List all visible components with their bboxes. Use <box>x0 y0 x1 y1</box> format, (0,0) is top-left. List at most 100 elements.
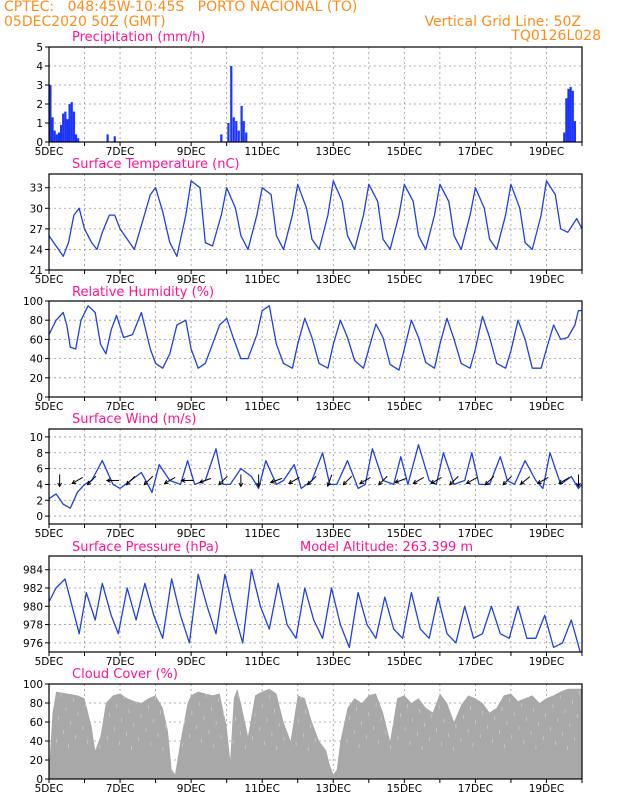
wind-arrow <box>520 476 531 485</box>
rh-xtick-label: 17DEC <box>458 401 493 413</box>
temp-ytick-label: 30 <box>30 203 43 215</box>
pres-ytick-label: 976 <box>23 638 43 650</box>
wind-arrow-head <box>465 479 471 484</box>
wind-arrow-head <box>86 480 92 486</box>
wind-xtick-label: 15DEC <box>387 528 422 540</box>
rh-ytick-label: 20 <box>30 373 43 385</box>
precip-xtick-label: 11DEC <box>244 146 279 158</box>
wind-arrow-head <box>125 480 131 486</box>
precip-xtick-label: 15DEC <box>387 146 422 158</box>
temp-xtick-label: 15DEC <box>387 274 422 286</box>
precip-bar <box>77 138 80 142</box>
precip-title: Precipitation (mm/h) <box>72 30 205 45</box>
wind-ytick-label: 4 <box>36 479 43 491</box>
wind-arrow <box>307 475 317 486</box>
wind-arrow-head <box>558 479 564 484</box>
wind-arrow <box>430 477 442 484</box>
cloud-xtick-label: 9DEC <box>177 783 206 795</box>
temp-line <box>48 180 583 257</box>
wind-arrow-head <box>71 479 77 484</box>
precip-bar <box>70 102 73 142</box>
temp-title: Surface Temperature (nC) <box>72 157 240 172</box>
rh-xtick-label: 15DEC <box>387 401 422 413</box>
precip-bar <box>64 111 67 142</box>
precip-xtick-label: 19DEC <box>529 146 564 158</box>
wind-arrow <box>342 475 353 486</box>
precip-bar <box>220 134 223 142</box>
wind-arrow-head <box>256 482 262 488</box>
precip-bar <box>237 130 240 142</box>
precip-ytick-label: 1 <box>36 118 43 130</box>
wind-arrow-head <box>288 479 293 484</box>
precip-xtick-label: 9DEC <box>177 146 206 158</box>
temp-xtick-label: 5DEC <box>35 274 64 286</box>
temp-xtick-label: 9DEC <box>177 274 206 286</box>
cloud-xtick-label: 19DEC <box>529 783 564 795</box>
wind-arrow-head <box>394 479 400 484</box>
wind-arrow-head <box>105 478 111 483</box>
rh-ytick-label: 40 <box>30 354 43 366</box>
wind-arrow <box>359 477 371 484</box>
wind-arrow <box>218 475 228 486</box>
precip-ytick-label: 2 <box>36 99 43 111</box>
date-header: 05DEC2020 50Z (GMT) <box>4 14 166 30</box>
pres-ytick-label: 982 <box>23 583 43 595</box>
wind-arrow-head <box>484 480 490 486</box>
wind-xtick-label: 9DEC <box>177 528 206 540</box>
wind-arrow-head <box>198 479 204 484</box>
precip-bar <box>235 121 238 142</box>
precip-bar <box>113 136 116 142</box>
precip-bar <box>232 117 235 142</box>
precip-xtick-label: 5DEC <box>35 146 64 158</box>
precip-bar <box>55 134 58 142</box>
precip-bar <box>72 111 75 142</box>
cloud-xtick-label: 5DEC <box>35 783 64 795</box>
rh-frame <box>48 300 583 398</box>
cloud-xtick-label: 11DEC <box>244 783 279 795</box>
wind-arrow <box>485 475 495 486</box>
wind-arrow-head <box>143 480 149 486</box>
cloud-ytick-label: 40 <box>30 736 43 748</box>
temp-ytick-label: 21 <box>30 265 43 277</box>
model-id: TQ0126L028 <box>511 28 601 44</box>
cloud-xtick-label: 17DEC <box>458 783 493 795</box>
rh-ytick-label: 80 <box>30 315 43 327</box>
pres-xtick-label: 15DEC <box>387 656 422 668</box>
wind-arrow-head <box>430 479 436 484</box>
wind-arrow <box>449 475 459 486</box>
wind-arrow-head <box>412 479 418 484</box>
wind-title: Surface Wind (m/s) <box>72 412 196 427</box>
wind-ytick-label: 8 <box>36 448 43 460</box>
wind-arrow-head <box>576 482 581 488</box>
pres-xtick-label: 13DEC <box>316 656 351 668</box>
precip-bar <box>230 66 233 142</box>
wind-arrow-head <box>180 478 186 483</box>
temp-ytick-label: 33 <box>30 183 43 195</box>
temp-xtick-label: 13DEC <box>316 274 351 286</box>
cloud-title: Cloud Cover (%) <box>72 667 178 682</box>
wind-ytick-label: 0 <box>36 511 43 523</box>
pres-ytick-label: 980 <box>23 601 43 613</box>
rh-xtick-label: 19DEC <box>529 401 564 413</box>
wind-arrow-head <box>306 480 312 486</box>
precip-bar <box>571 90 574 142</box>
temp-ytick-label: 24 <box>30 244 44 256</box>
cloud-ytick-label: 80 <box>30 698 43 710</box>
wind-xtick-label: 19DEC <box>529 528 564 540</box>
precip-xtick-label: 7DEC <box>106 146 135 158</box>
wind-arrow <box>502 475 512 486</box>
wind-arrow <box>164 477 176 484</box>
wind-ytick-label: 2 <box>36 495 43 507</box>
rh-xtick-label: 11DEC <box>244 401 279 413</box>
precip-frame <box>48 46 583 143</box>
wind-arrow-head <box>449 480 454 486</box>
pres-xtick-label: 11DEC <box>244 656 279 668</box>
pres-frame <box>48 555 583 653</box>
rh-xtick-label: 9DEC <box>177 401 206 413</box>
rh-ytick-label: 100 <box>23 296 43 308</box>
pres-ytick-label: 978 <box>23 620 43 632</box>
cloud-xtick-label: 7DEC <box>106 783 135 795</box>
precip-bar <box>57 132 61 142</box>
wind-ytick-label: 10 <box>30 432 43 444</box>
